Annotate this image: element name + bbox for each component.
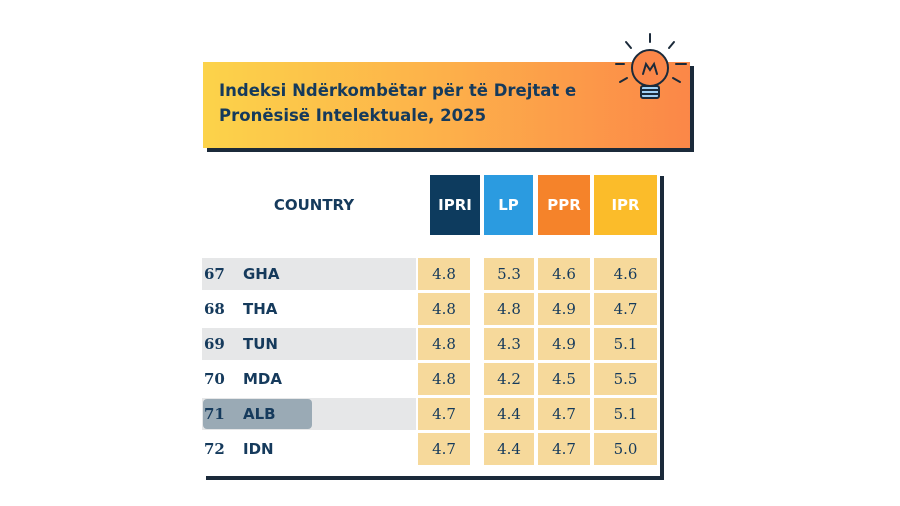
table-card: COUNTRY IPRI LP PPR IPR 67 GHA 4.8 5.3 4.6 4.6 68 TH… xyxy=(202,172,660,476)
column-header: IPRI xyxy=(430,175,480,235)
row-background xyxy=(202,363,416,395)
row-background xyxy=(202,433,416,465)
value-cell: 4.9 xyxy=(538,293,590,325)
value-cell: 4.2 xyxy=(484,363,534,395)
value-cell: 5.5 xyxy=(594,363,657,395)
value-cell: 5.0 xyxy=(594,433,657,465)
rank: 69 xyxy=(204,335,225,353)
row-background xyxy=(202,258,416,290)
value-cell: 4.8 xyxy=(418,293,470,325)
value-cell: 4.7 xyxy=(538,398,590,430)
title: Indeksi Ndërkombëtar për të Drejtat e Pr… xyxy=(219,81,577,125)
column-header: COUNTRY xyxy=(273,196,355,214)
country: ALB xyxy=(243,405,276,423)
value-cell: 4.7 xyxy=(538,433,590,465)
value-cell: 4.8 xyxy=(418,258,470,290)
country: GHA xyxy=(243,265,280,283)
column-header: LP xyxy=(484,175,533,235)
country: THA xyxy=(243,300,278,318)
value-cell: 4.6 xyxy=(538,258,590,290)
value-cell: 4.4 xyxy=(484,433,534,465)
rank: 72 xyxy=(204,440,225,458)
row-background xyxy=(202,293,416,325)
country: TUN xyxy=(243,335,278,353)
value-cell: 4.8 xyxy=(484,293,534,325)
rank: 70 xyxy=(204,370,225,388)
row-highlight xyxy=(203,399,312,429)
value-cell: 4.7 xyxy=(594,293,657,325)
country: IDN xyxy=(243,440,274,458)
value-cell: 4.9 xyxy=(538,328,590,360)
rank: 67 xyxy=(204,265,225,283)
value-cell: 4.8 xyxy=(418,328,470,360)
lightbulb-icon xyxy=(615,33,687,99)
value-cell: 4.4 xyxy=(484,398,534,430)
value-cell: 5.1 xyxy=(594,328,657,360)
value-cell: 5.3 xyxy=(484,258,534,290)
value-cell: 4.7 xyxy=(418,398,470,430)
column-header: PPR xyxy=(538,175,590,235)
title-box: Indeksi Ndërkombëtar për të Drejtat e Pr… xyxy=(203,62,690,148)
value-cell: 4.7 xyxy=(418,433,470,465)
rank: 71 xyxy=(204,405,225,423)
country: MDA xyxy=(243,370,282,388)
value-cell: 4.6 xyxy=(594,258,657,290)
column-header: IPR xyxy=(594,175,657,235)
value-cell: 5.1 xyxy=(594,398,657,430)
value-cell: 4.5 xyxy=(538,363,590,395)
row-background xyxy=(202,328,416,360)
value-cell: 4.3 xyxy=(484,328,534,360)
value-cell: 4.8 xyxy=(418,363,470,395)
rank: 68 xyxy=(204,300,225,318)
